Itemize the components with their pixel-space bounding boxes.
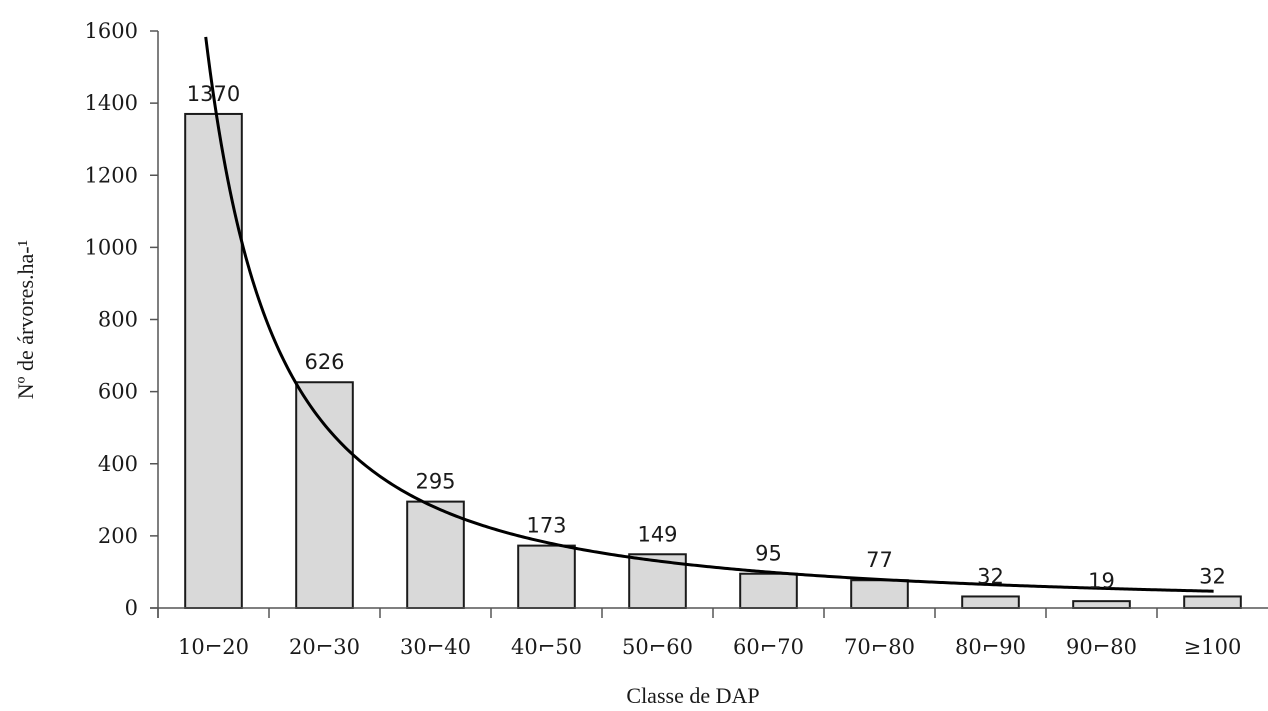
y-tick-label: 400 — [98, 452, 138, 476]
data-label: 32 — [1199, 564, 1226, 588]
y-tick-label: 200 — [98, 524, 138, 548]
bar — [739, 572, 798, 609]
data-label: 1370 — [187, 82, 240, 106]
x-tick-label: 10⌐20 — [178, 635, 249, 659]
y-tick-label: 0 — [125, 596, 138, 620]
x-tick-label: 50⌐60 — [622, 635, 693, 659]
x-tick-label: 40⌐50 — [511, 635, 582, 659]
y-axis-ticks: 0 200 400 600 800 1000 1200 1400 1600 — [85, 19, 158, 620]
bar — [184, 112, 243, 609]
y-tick-label: 600 — [98, 380, 138, 404]
y-tick-label: 1000 — [85, 235, 138, 259]
data-label: 19 — [1088, 569, 1115, 593]
y-tick-label: 1200 — [85, 163, 138, 187]
x-tick-label: 20⌐30 — [289, 635, 360, 659]
data-label: 173 — [526, 514, 566, 538]
bar — [1072, 600, 1131, 610]
x-tick-label: 70⌐80 — [844, 635, 915, 659]
x-tick-label: 80⌐90 — [955, 635, 1026, 659]
data-label: 626 — [304, 350, 344, 374]
x-tick-label: ≥100 — [1184, 635, 1242, 659]
y-tick-label: 800 — [98, 308, 138, 332]
y-tick-label: 1400 — [85, 91, 138, 115]
data-label: 77 — [866, 548, 893, 572]
x-axis-ticks: 10⌐20 20⌐30 30⌐40 40⌐50 50⌐60 60⌐70 70⌐80 80⌐90… — [157, 608, 1242, 659]
bar — [1183, 595, 1242, 610]
y-tick-label: 1600 — [85, 19, 138, 43]
bar — [961, 595, 1020, 610]
x-tick-label: 90⌐80 — [1066, 635, 1137, 659]
data-label: 32 — [977, 564, 1004, 588]
data-label: 295 — [415, 470, 455, 494]
y-axis-title: Nº de árvores.ha-¹ — [13, 240, 38, 399]
data-labels: 1370 626 295 173 149 95 77 32 19 32 — [187, 82, 1226, 593]
x-tick-label: 30⌐40 — [400, 635, 471, 659]
trend-curve — [204, 36, 1214, 593]
bar — [517, 544, 576, 610]
x-tick-label: 60⌐70 — [733, 635, 804, 659]
bar — [295, 381, 354, 609]
trend-curve-group — [204, 36, 1214, 593]
bar — [406, 500, 465, 610]
data-label: 95 — [755, 542, 782, 566]
data-label: 149 — [637, 522, 677, 546]
x-axis-title: Classe de DAP — [626, 683, 759, 708]
bar — [850, 579, 909, 609]
